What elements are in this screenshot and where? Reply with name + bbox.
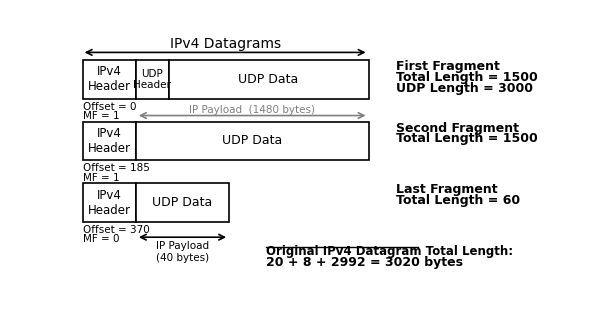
Text: First Fragment: First Fragment <box>395 60 500 73</box>
Text: Offset = 185: Offset = 185 <box>83 163 150 173</box>
Text: IPv4
Header: IPv4 Header <box>88 127 131 155</box>
Text: IP Payload  (1480 bytes): IP Payload (1480 bytes) <box>189 105 316 115</box>
Text: Last Fragment: Last Fragment <box>395 183 497 196</box>
Text: UDP Length = 3000: UDP Length = 3000 <box>395 81 533 95</box>
Text: Offset = 370: Offset = 370 <box>83 225 150 235</box>
Text: IPv4 Datagrams: IPv4 Datagrams <box>169 37 281 51</box>
Text: UDP Data: UDP Data <box>239 73 298 86</box>
Text: MF = 0: MF = 0 <box>83 234 120 244</box>
Text: MF = 1: MF = 1 <box>83 173 120 182</box>
Text: MF = 1: MF = 1 <box>83 111 120 121</box>
Text: 20 + 8 + 2992 = 3020 bytes: 20 + 8 + 2992 = 3020 bytes <box>266 256 463 269</box>
FancyBboxPatch shape <box>136 60 169 99</box>
Text: Total Length = 60: Total Length = 60 <box>395 194 520 207</box>
FancyBboxPatch shape <box>83 183 136 222</box>
Text: IPv4
Header: IPv4 Header <box>88 65 131 93</box>
Text: Total Length = 1500: Total Length = 1500 <box>395 133 538 146</box>
FancyBboxPatch shape <box>136 122 368 160</box>
Text: Offset = 0: Offset = 0 <box>83 102 137 112</box>
Text: UDP Data: UDP Data <box>222 135 282 147</box>
FancyBboxPatch shape <box>136 183 229 222</box>
Text: UDP
Header: UDP Header <box>133 68 171 90</box>
FancyBboxPatch shape <box>169 60 368 99</box>
Text: UDP Data: UDP Data <box>152 196 213 209</box>
Text: IP Payload
(40 bytes): IP Payload (40 bytes) <box>156 241 209 263</box>
Text: IPv4
Header: IPv4 Header <box>88 189 131 216</box>
Text: Second Fragment: Second Fragment <box>395 122 519 135</box>
Text: Total Length = 1500: Total Length = 1500 <box>395 71 538 84</box>
Text: Original IPv4 Datagram Total Length:: Original IPv4 Datagram Total Length: <box>266 245 513 258</box>
FancyBboxPatch shape <box>83 122 136 160</box>
FancyBboxPatch shape <box>83 60 136 99</box>
